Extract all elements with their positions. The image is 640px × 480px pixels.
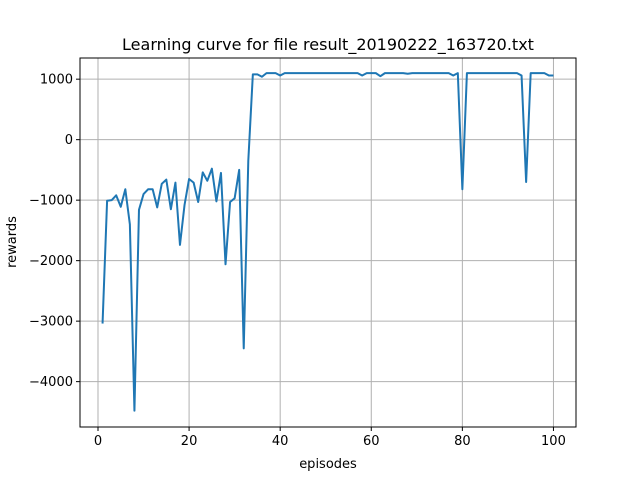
chart-title: Learning curve for file result_20190222_… [122, 35, 534, 55]
x-tick-label: 20 [181, 434, 198, 449]
series-line [101, 72, 554, 412]
y-axis-label: rewards [5, 216, 20, 268]
y-tick-label: 1000 [40, 73, 73, 88]
y-tick-label: −3000 [29, 315, 73, 330]
plot-area [101, 72, 554, 412]
x-tick-label: 0 [94, 434, 102, 449]
x-tick-label: 100 [541, 434, 566, 449]
axes-frame [79, 57, 577, 428]
y-tick-label: −2000 [29, 254, 73, 269]
x-axis-label: episodes [299, 457, 357, 472]
x-tick-label: 80 [454, 434, 471, 449]
y-tick-label: 0 [65, 133, 73, 148]
y-tick-label: −4000 [29, 375, 73, 390]
y-tick-label: −1000 [29, 194, 73, 209]
grid [80, 58, 576, 427]
x-tick-label: 60 [363, 434, 380, 449]
y-axis: −4000 −3000 −2000 −1000 0 1000 [29, 73, 80, 390]
x-tick-label: 40 [272, 434, 289, 449]
x-axis: 0 20 40 60 80 100 [94, 427, 566, 449]
